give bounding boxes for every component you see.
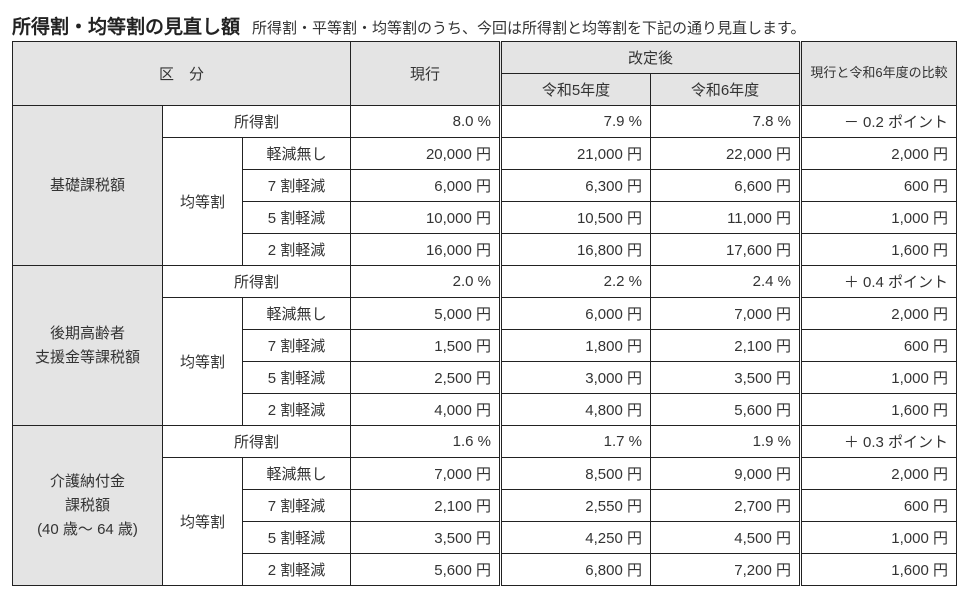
cell-compare: 1,600 円 — [801, 394, 957, 426]
cell-value: 1.7 % — [501, 426, 651, 458]
label-reduction-tier: 5 割軽減 — [243, 202, 351, 234]
hdr-kubun: 区 分 — [13, 42, 351, 106]
cell-value: 7.8 % — [651, 106, 801, 138]
group-name: 後期高齢者支援金等課税額 — [13, 266, 163, 426]
table-body: 基礎課税額所得割8.0 %7.9 %7.8 %－ 0.2 ポイント均等割軽減無し… — [13, 106, 957, 586]
cell-value: 17,600 円 — [651, 234, 801, 266]
label-income-split: 所得割 — [163, 106, 351, 138]
cell-value: 2,550 円 — [501, 490, 651, 522]
cell-value: 2,100 円 — [651, 330, 801, 362]
cell-compare: 1,000 円 — [801, 362, 957, 394]
revision-table: 区 分 現行 改定後 現行と令和6年度の比較 令和5年度 令和6年度 基礎課税額… — [12, 41, 957, 586]
label-reduction-tier: 2 割軽減 — [243, 394, 351, 426]
hdr-r6: 令和6年度 — [651, 74, 801, 106]
cell-value: 2,100 円 — [351, 490, 501, 522]
cell-compare: 2,000 円 — [801, 138, 957, 170]
cell-compare: 1,000 円 — [801, 202, 957, 234]
cell-compare: 2,000 円 — [801, 458, 957, 490]
cell-value: 5,600 円 — [651, 394, 801, 426]
cell-value: 20,000 円 — [351, 138, 501, 170]
label-reduction-tier: 2 割軽減 — [243, 234, 351, 266]
cell-value: 7.9 % — [501, 106, 651, 138]
cell-value: 5,000 円 — [351, 298, 501, 330]
hdr-current: 現行 — [351, 42, 501, 106]
cell-value: 2.2 % — [501, 266, 651, 298]
cell-value: 2,700 円 — [651, 490, 801, 522]
page-heading: 所得割・均等割の見直し額 所得割・平等割・均等割のうち、今回は所得割と均等割を下… — [12, 12, 956, 39]
hdr-compare: 現行と令和6年度の比較 — [801, 42, 957, 106]
cell-value: 16,800 円 — [501, 234, 651, 266]
label-reduction-tier: 軽減無し — [243, 138, 351, 170]
cell-value: 5,600 円 — [351, 554, 501, 586]
cell-compare: 1,600 円 — [801, 234, 957, 266]
cell-compare: ＋ 0.3 ポイント — [801, 426, 957, 458]
label-reduction-tier: 5 割軽減 — [243, 362, 351, 394]
cell-value: 21,000 円 — [501, 138, 651, 170]
cell-compare: 2,000 円 — [801, 298, 957, 330]
label-reduction-tier: 7 割軽減 — [243, 330, 351, 362]
cell-value: 8,500 円 — [501, 458, 651, 490]
cell-value: 8.0 % — [351, 106, 501, 138]
label-percapita-split: 均等割 — [163, 458, 243, 586]
cell-value: 10,000 円 — [351, 202, 501, 234]
label-reduction-tier: 7 割軽減 — [243, 170, 351, 202]
label-percapita-split: 均等割 — [163, 298, 243, 426]
cell-value: 7,000 円 — [351, 458, 501, 490]
cell-value: 6,000 円 — [351, 170, 501, 202]
cell-value: 3,500 円 — [651, 362, 801, 394]
cell-value: 3,000 円 — [501, 362, 651, 394]
cell-value: 6,600 円 — [651, 170, 801, 202]
cell-value: 4,800 円 — [501, 394, 651, 426]
cell-value: 4,250 円 — [501, 522, 651, 554]
cell-value: 3,500 円 — [351, 522, 501, 554]
label-reduction-tier: 5 割軽減 — [243, 522, 351, 554]
cell-compare: 600 円 — [801, 490, 957, 522]
cell-value: 22,000 円 — [651, 138, 801, 170]
cell-value: 2.0 % — [351, 266, 501, 298]
label-reduction-tier: 7 割軽減 — [243, 490, 351, 522]
cell-value: 1,500 円 — [351, 330, 501, 362]
cell-value: 1.6 % — [351, 426, 501, 458]
cell-value: 9,000 円 — [651, 458, 801, 490]
cell-value: 11,000 円 — [651, 202, 801, 234]
cell-value: 6,000 円 — [501, 298, 651, 330]
page-subtitle: 所得割・平等割・均等割のうち、今回は所得割と均等割を下記の通り見直します。 — [252, 17, 806, 38]
cell-value: 6,800 円 — [501, 554, 651, 586]
hdr-after: 改定後 — [501, 42, 801, 74]
cell-value: 2,500 円 — [351, 362, 501, 394]
cell-value: 4,000 円 — [351, 394, 501, 426]
cell-value: 7,200 円 — [651, 554, 801, 586]
cell-compare: ＋ 0.4 ポイント — [801, 266, 957, 298]
cell-compare: 600 円 — [801, 330, 957, 362]
table-header: 区 分 現行 改定後 現行と令和6年度の比較 令和5年度 令和6年度 — [13, 42, 957, 106]
cell-value: 1,800 円 — [501, 330, 651, 362]
cell-compare: 600 円 — [801, 170, 957, 202]
label-income-split: 所得割 — [163, 266, 351, 298]
label-reduction-tier: 2 割軽減 — [243, 554, 351, 586]
group-name: 介護納付金課税額(40 歳～ 64 歳) — [13, 426, 163, 586]
label-percapita-split: 均等割 — [163, 138, 243, 266]
cell-value: 4,500 円 — [651, 522, 801, 554]
cell-value: 1.9 % — [651, 426, 801, 458]
cell-compare: － 0.2 ポイント — [801, 106, 957, 138]
cell-compare: 1,600 円 — [801, 554, 957, 586]
cell-compare: 1,000 円 — [801, 522, 957, 554]
label-income-split: 所得割 — [163, 426, 351, 458]
cell-value: 6,300 円 — [501, 170, 651, 202]
cell-value: 16,000 円 — [351, 234, 501, 266]
cell-value: 7,000 円 — [651, 298, 801, 330]
cell-value: 2.4 % — [651, 266, 801, 298]
page-title: 所得割・均等割の見直し額 — [12, 12, 240, 39]
hdr-r5: 令和5年度 — [501, 74, 651, 106]
label-reduction-tier: 軽減無し — [243, 298, 351, 330]
group-name: 基礎課税額 — [13, 106, 163, 266]
label-reduction-tier: 軽減無し — [243, 458, 351, 490]
cell-value: 10,500 円 — [501, 202, 651, 234]
